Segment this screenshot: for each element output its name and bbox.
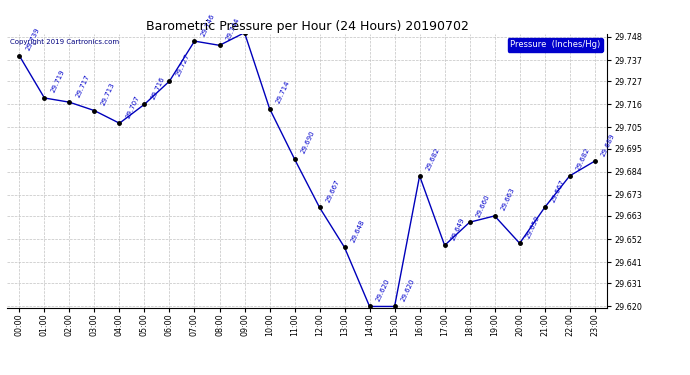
Text: 29.750: 29.750 xyxy=(0,374,1,375)
Text: 29.690: 29.690 xyxy=(300,130,316,155)
Text: 29.663: 29.663 xyxy=(500,187,516,212)
Text: 29.649: 29.649 xyxy=(450,216,466,241)
Text: 29.648: 29.648 xyxy=(350,219,366,243)
Text: 29.660: 29.660 xyxy=(475,193,491,218)
Text: 29.713: 29.713 xyxy=(100,82,116,106)
Text: Copyright 2019 Cartronics.com: Copyright 2019 Cartronics.com xyxy=(10,39,119,45)
Text: 29.739: 29.739 xyxy=(25,27,41,52)
Text: 29.717: 29.717 xyxy=(75,73,91,98)
Text: 29.707: 29.707 xyxy=(125,94,141,119)
Text: 29.744: 29.744 xyxy=(225,16,241,41)
Text: 29.620: 29.620 xyxy=(375,278,391,302)
Text: 29.727: 29.727 xyxy=(175,52,191,77)
Text: 29.667: 29.667 xyxy=(325,178,341,203)
Text: 29.719: 29.719 xyxy=(50,69,66,94)
Legend: Pressure  (Inches/Hg): Pressure (Inches/Hg) xyxy=(508,38,603,52)
Text: 29.689: 29.689 xyxy=(600,132,616,157)
Title: Barometric Pressure per Hour (24 Hours) 20190702: Barometric Pressure per Hour (24 Hours) … xyxy=(146,20,469,33)
Text: 29.714: 29.714 xyxy=(275,80,291,104)
Text: 29.667: 29.667 xyxy=(550,178,566,203)
Text: 29.620: 29.620 xyxy=(400,278,416,302)
Text: 29.682: 29.682 xyxy=(425,147,441,172)
Text: 29.716: 29.716 xyxy=(150,75,166,100)
Text: 29.682: 29.682 xyxy=(575,147,591,172)
Text: 29.650: 29.650 xyxy=(525,214,541,239)
Text: 29.746: 29.746 xyxy=(200,12,216,37)
